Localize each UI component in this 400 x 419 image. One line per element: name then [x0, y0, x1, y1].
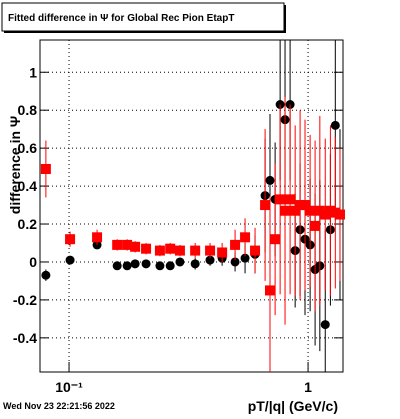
- y-axis-label: difference in Ψ: [7, 116, 23, 214]
- marker: [217, 247, 228, 258]
- marker: [330, 120, 340, 130]
- marker: [260, 200, 271, 211]
- marker: [130, 241, 141, 252]
- marker: [280, 205, 291, 216]
- marker: [205, 255, 215, 265]
- marker: [65, 234, 76, 245]
- marker: [230, 257, 240, 267]
- marker: [174, 245, 185, 256]
- chart-title: Fitted difference in Ψ for Global Rec Pi…: [8, 13, 234, 24]
- marker: [141, 259, 151, 269]
- marker: [285, 194, 296, 205]
- y-tick-label: 1: [29, 64, 37, 80]
- y-tick-label: -0.4: [13, 330, 37, 346]
- y-tick-label: -0.2: [13, 292, 37, 308]
- marker: [112, 239, 123, 250]
- marker: [65, 255, 75, 265]
- marker: [112, 261, 122, 271]
- marker: [334, 209, 345, 220]
- x-tick-label: 1: [304, 379, 312, 395]
- marker: [305, 205, 316, 216]
- marker: [320, 320, 330, 330]
- title-box: [1, 2, 285, 32]
- marker: [165, 243, 176, 254]
- marker: [175, 257, 185, 267]
- x-tick-label: 10⁻¹: [55, 379, 83, 395]
- marker: [190, 259, 200, 269]
- x-axis-label: pT/|q| (GeV/c): [248, 398, 338, 414]
- marker: [40, 164, 51, 175]
- marker: [270, 234, 281, 245]
- marker: [230, 239, 241, 250]
- timestamp: Wed Nov 23 22:21:56 2022: [3, 401, 115, 411]
- marker: [205, 245, 216, 256]
- marker: [290, 205, 301, 216]
- marker: [165, 261, 175, 271]
- marker: [314, 205, 325, 216]
- marker: [320, 209, 331, 220]
- y-tick-label: 0.2: [18, 216, 38, 232]
- marker: [275, 194, 286, 205]
- marker: [41, 270, 51, 280]
- marker: [265, 175, 275, 185]
- y-tick-label: 0.8: [18, 102, 38, 118]
- marker: [154, 245, 165, 256]
- y-tick-label: 0.4: [18, 178, 38, 194]
- marker: [155, 261, 165, 271]
- marker: [190, 245, 201, 256]
- marker: [130, 259, 140, 269]
- marker: [250, 245, 261, 256]
- marker: [122, 261, 132, 271]
- marker: [310, 220, 321, 231]
- marker: [240, 232, 251, 243]
- marker: [300, 200, 311, 211]
- y-tick-label: 0: [29, 254, 37, 270]
- marker: [141, 243, 152, 254]
- marker: [122, 239, 133, 250]
- marker: [240, 253, 250, 263]
- y-tick-label: 0.6: [18, 140, 38, 156]
- marker: [265, 285, 276, 296]
- plot-frame: [39, 39, 344, 373]
- marker: [92, 232, 103, 243]
